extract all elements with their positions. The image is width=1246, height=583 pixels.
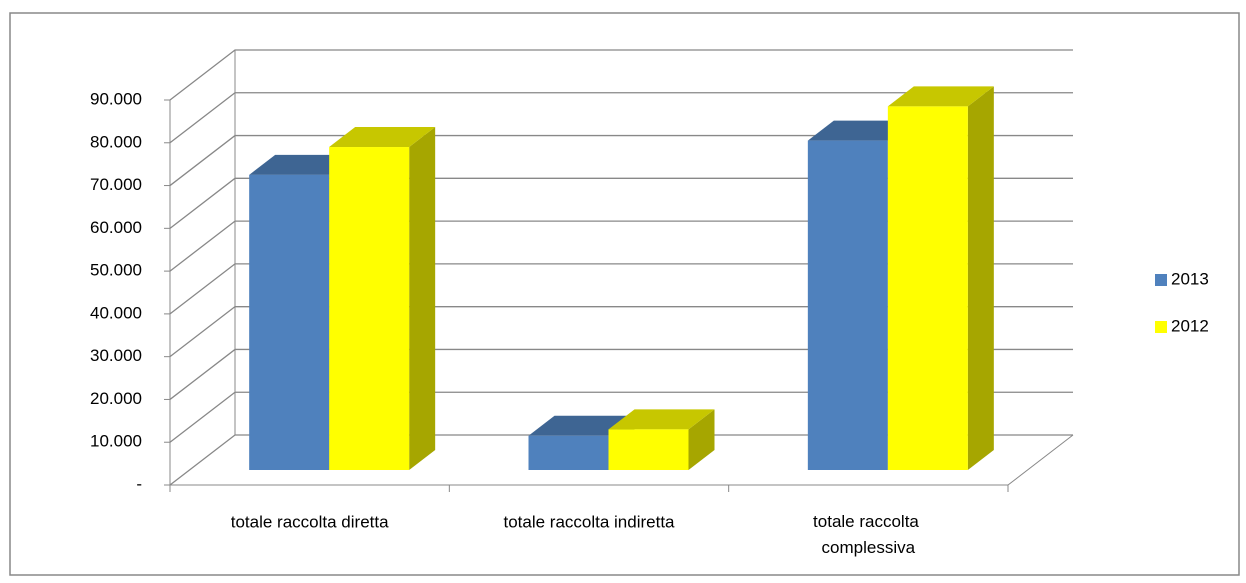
grid-line bbox=[169, 434, 1073, 486]
y-tick-label: 50.000 bbox=[90, 261, 142, 280]
chart-border bbox=[9, 12, 1240, 576]
grid-line bbox=[169, 263, 1073, 315]
y-tick-label: 70.000 bbox=[90, 175, 142, 194]
grid-line bbox=[169, 177, 1073, 229]
x-tick-label: totale raccolta diretta bbox=[231, 512, 389, 531]
y-tick-label: 90.000 bbox=[90, 89, 142, 108]
legend-label: 2012 bbox=[1171, 316, 1209, 335]
legend-swatch bbox=[1155, 321, 1167, 333]
grid-line bbox=[169, 391, 1073, 443]
bar-top bbox=[887, 86, 994, 107]
bar-side bbox=[967, 86, 994, 470]
bar bbox=[528, 435, 609, 470]
bar-top bbox=[608, 409, 715, 430]
bar-top bbox=[528, 415, 635, 436]
bar bbox=[887, 106, 968, 470]
x-tick-label: totale raccolta indiretta bbox=[503, 512, 675, 531]
grid-line bbox=[169, 306, 1073, 358]
y-tick-label: 20.000 bbox=[90, 389, 142, 408]
bar-top bbox=[249, 154, 356, 175]
legend-label: 2013 bbox=[1171, 269, 1209, 288]
bar-side bbox=[409, 127, 436, 471]
bar bbox=[249, 174, 330, 471]
y-tick-label: 40.000 bbox=[90, 303, 142, 322]
grid-line bbox=[169, 92, 1073, 144]
bar-top bbox=[329, 127, 436, 148]
grid-line bbox=[169, 348, 1073, 400]
y-tick-label: 60.000 bbox=[90, 218, 142, 237]
x-tick-label: totale raccolta complessiva bbox=[813, 512, 924, 557]
bar bbox=[807, 140, 888, 470]
bar-top bbox=[807, 120, 914, 141]
y-tick-label: - bbox=[136, 474, 142, 493]
y-tick-label: 10.000 bbox=[90, 432, 142, 451]
bar bbox=[608, 429, 689, 470]
grid-line bbox=[169, 134, 1073, 187]
grid-line bbox=[169, 49, 1073, 101]
grid-line bbox=[169, 220, 1073, 272]
bar-side bbox=[688, 409, 715, 470]
bar bbox=[329, 147, 410, 470]
y-tick-label: 80.000 bbox=[90, 132, 142, 151]
legend-swatch bbox=[1155, 274, 1167, 286]
y-tick-label: 30.000 bbox=[90, 346, 142, 365]
floor-right-edge bbox=[1007, 434, 1074, 486]
